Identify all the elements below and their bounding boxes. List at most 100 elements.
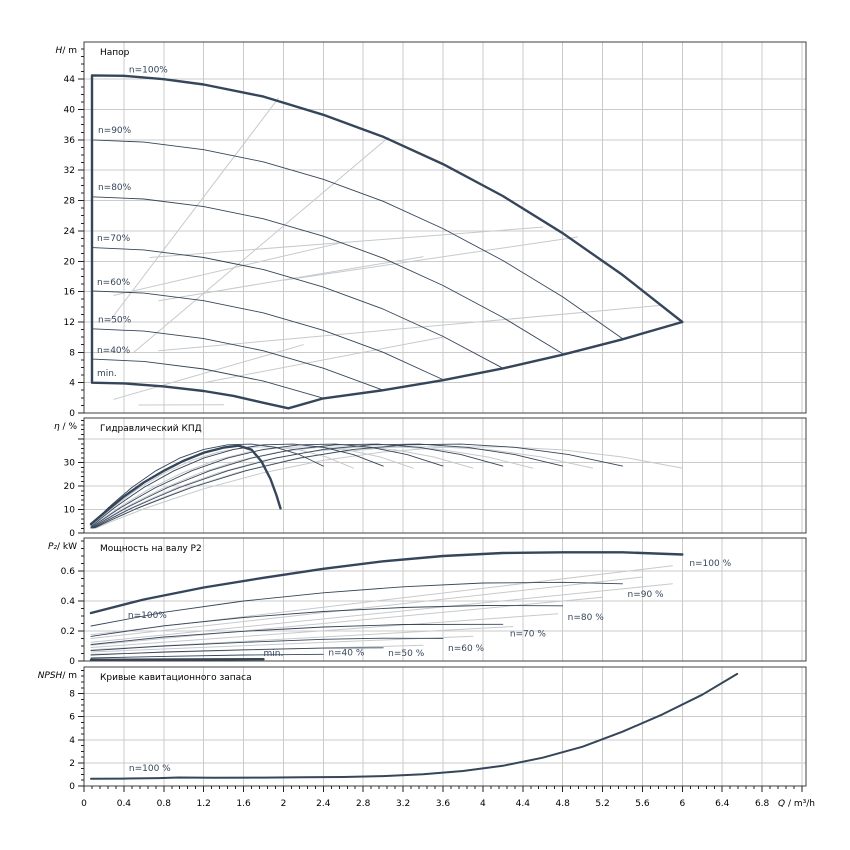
curve-label: n=100 % — [129, 764, 171, 774]
curve-P2-n=50% — [90, 647, 384, 656]
x-tick-label: 4.8 — [556, 799, 571, 809]
x-tick-label: 2.8 — [356, 799, 371, 809]
curve-iso-efficiency-2 — [133, 137, 389, 353]
efficiency-curve — [90, 443, 384, 528]
y-tick-label: 24 — [64, 227, 76, 237]
y-axis-symbol: P₂ — [48, 542, 57, 552]
efficiency-curve — [90, 443, 504, 529]
curves-npsh — [90, 672, 739, 780]
x-tick-label: 5.2 — [595, 799, 609, 809]
curve-label: n=50 % — [388, 649, 425, 659]
panel-head: 0 4 8 12 16 20 24 28 32 36 40 44 Напор H/ m n=100% n=90… — [56, 41, 807, 419]
y-tick-label: 4 — [69, 379, 75, 389]
efficiency-curve — [90, 443, 324, 526]
y-axis-symbol: H — [56, 46, 63, 56]
panel-npsh: 0 2 4 6 8 Кривые кавитационного запаса NPSH/ m… — [38, 666, 807, 792]
curve-n=70% — [91, 247, 504, 369]
curve-label: n=70 % — [510, 630, 547, 640]
y-tick-label: 30 — [64, 459, 76, 469]
curve-label: n=60% — [97, 278, 131, 288]
curves-efficiency — [89, 443, 683, 529]
curve-iso-efficiency-7 — [113, 344, 304, 400]
efficiency-curve-light — [90, 446, 683, 529]
x-tick-label: 0.8 — [157, 799, 172, 809]
efficiency-curve — [90, 443, 564, 529]
curve-P2-n=100% — [89, 551, 684, 615]
panel-border — [83, 417, 807, 534]
x-axis-symbol: Q — [778, 799, 785, 809]
x-tick-label: 4.4 — [516, 799, 531, 809]
curve-n=90% — [91, 139, 623, 340]
efficiency-curve-light — [90, 446, 414, 529]
y-tick-label: 4 — [69, 736, 75, 746]
panel-title: Гидравлический КПД — [100, 424, 202, 434]
y-axis-label: P₂/ kW — [48, 542, 77, 552]
curve-label: n=40 % — [328, 648, 365, 658]
x-tick-label: 4 — [480, 799, 486, 809]
x-axis-unit: / m³/h — [785, 799, 815, 809]
curve-power-iso-3 — [90, 583, 673, 643]
y-tick-label: 0 — [69, 529, 75, 539]
y-tick-label: 0.4 — [61, 597, 76, 607]
y-tick-label: 28 — [64, 197, 76, 207]
y-tick-label: 0.6 — [61, 567, 76, 577]
curve-P2-n=40% — [90, 653, 324, 659]
y-axis-symbol: NPSH — [38, 671, 63, 681]
y-tick-label: 2 — [69, 759, 75, 769]
curve-label: n=80 % — [568, 613, 605, 623]
curve-P2-n=80% — [90, 605, 564, 637]
curve-power-iso-5 — [90, 613, 559, 648]
panel-efficiency: 0 10 20 30 Гидравлический КПД η / % — [54, 417, 807, 539]
y-tick-label: 36 — [64, 136, 76, 146]
y-axis-symbol: η — [54, 422, 60, 432]
efficiency-curve — [90, 443, 623, 529]
x-axis: 0 0.4 0.8 1.2 1.6 2 2.4 2.8 3.2 3.6 4 4.4 4.8 5.2 5.6 6… — [81, 786, 815, 809]
x-tick-label: 1.6 — [236, 799, 251, 809]
curve-iso-efficiency-1 — [108, 97, 279, 323]
y-axis-unit: / m — [62, 46, 77, 56]
panel-title: Напор — [100, 48, 130, 58]
curve-label: n=40% — [97, 346, 131, 356]
curve-power-iso-2 — [90, 576, 643, 639]
y-axis-unit: / kW — [57, 542, 77, 552]
curve-n=40% — [91, 358, 324, 399]
x-tick-label: 2.4 — [316, 799, 331, 809]
y-axis-unit: / % — [60, 422, 78, 432]
curve-label: n=90% — [98, 126, 132, 136]
curve-operating-envelope-n100-min — [90, 74, 684, 410]
curve-label: n=100% — [129, 65, 168, 75]
curve-label: n=80% — [98, 183, 132, 193]
panel-power: 0 0.2 0.4 0.6 Мощность на валу P2 P₂/ kW n=100… — [48, 537, 807, 667]
curve-label: n=100 % — [689, 559, 731, 569]
curve-min-speed-efficiency — [89, 444, 282, 526]
x-tick-label: 6.4 — [715, 799, 730, 809]
y-tick-label: 8 — [69, 348, 75, 358]
y-tick-label: 20 — [64, 257, 76, 267]
y-axis-label: H/ m — [56, 46, 77, 56]
curve-label: n=70% — [97, 234, 131, 244]
efficiency-curve-light — [90, 446, 354, 527]
curve-iso-efficiency-3 — [149, 226, 544, 258]
curve-iso-efficiency-4 — [282, 236, 579, 281]
y-tick-label: 16 — [64, 288, 76, 298]
panel-border — [83, 537, 807, 662]
x-tick-label: 3.6 — [436, 799, 451, 809]
curve-label: n=60 % — [448, 644, 485, 654]
efficiency-curve-light — [90, 446, 474, 529]
curve-iso-efficiency-5 — [158, 256, 424, 302]
x-tick-label: 6.8 — [755, 799, 770, 809]
y-tick-label: 0 — [69, 657, 75, 667]
curve-NPSH-n=100% — [90, 672, 739, 780]
y-tick-label: 20 — [64, 482, 76, 492]
x-tick-label: 2 — [281, 799, 287, 809]
y-tick-label: 32 — [64, 166, 75, 176]
curve-iso-efficiency-9 — [113, 241, 344, 296]
curve-n=50% — [91, 328, 384, 391]
curve-label: n=50% — [98, 316, 132, 326]
curves-power — [89, 551, 684, 661]
y-axis-label: η / % — [54, 422, 77, 432]
curve-label: min. — [97, 369, 117, 379]
curve-n=80% — [91, 196, 564, 355]
